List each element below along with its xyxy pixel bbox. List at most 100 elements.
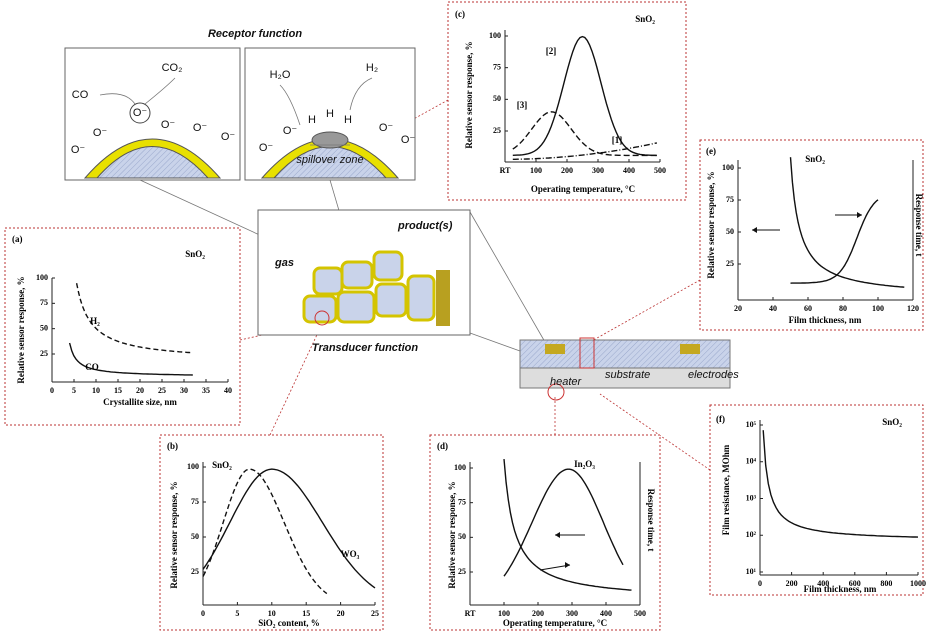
- transducer-title: Transducer function: [312, 342, 418, 354]
- product-label: product(s): [397, 220, 453, 232]
- x-tick-label: 100: [498, 609, 510, 618]
- receptor-label: O⁻: [221, 131, 236, 143]
- x-tick-label: 600: [849, 579, 861, 588]
- curve-label: [2]: [546, 46, 557, 56]
- y-tick-label: 25: [191, 567, 199, 576]
- receptor-label: CO₂: [162, 62, 183, 74]
- curve-label: WO₃: [341, 549, 360, 559]
- x-tick-label: 20: [734, 304, 742, 313]
- x-tick-label: 15: [114, 386, 122, 395]
- y2-axis-label: Response time, t: [646, 489, 656, 552]
- x-tick-label: 15: [302, 609, 310, 618]
- y-tick-label: 50: [458, 532, 466, 541]
- panel-tag: (a): [12, 234, 23, 244]
- x-tick-label: 400: [817, 579, 829, 588]
- y-tick-label: 25: [726, 259, 734, 268]
- x-axis-label: Film thickness, nm: [789, 315, 862, 325]
- receptor-label: O⁻: [93, 127, 108, 139]
- y-tick-label: 50: [191, 532, 199, 541]
- receptor-label: CO: [72, 89, 89, 101]
- x-tick-label: 35: [202, 386, 210, 395]
- x-tick-label: 300: [566, 609, 578, 618]
- receptor-label: O⁻: [283, 125, 298, 137]
- gas-label: gas: [274, 257, 294, 269]
- y-tick-label: 25: [458, 567, 466, 576]
- receptor-label: H₂O: [270, 69, 291, 81]
- y-tick-label: 100: [489, 31, 501, 40]
- x-tick-label: 0: [201, 609, 205, 618]
- x-tick-label: 200: [786, 579, 798, 588]
- x-tick-label: 60: [804, 304, 812, 313]
- panel-material: SnO₂: [635, 14, 655, 24]
- x-tick-label: 200: [532, 609, 544, 618]
- receptor-label: O⁻: [161, 119, 176, 131]
- y-tick-label: 10⁴: [746, 457, 757, 466]
- figure: Receptor function Transducer function pr…: [0, 0, 928, 631]
- panel-frame: [710, 405, 923, 595]
- receptor-label: H₂: [366, 62, 378, 74]
- y-tick-label: 10²: [746, 530, 757, 539]
- x-tick-label: RT: [465, 609, 476, 618]
- curve-label: SnO₂: [212, 460, 232, 470]
- receptor-label: O⁻: [133, 107, 148, 119]
- x-tick-label: 400: [600, 609, 612, 618]
- x-tick-label: 200: [561, 166, 573, 175]
- y-axis-label: Relative sensor response, %: [464, 41, 474, 148]
- panel-tag: (b): [167, 441, 178, 451]
- curve-label: [3]: [517, 100, 528, 110]
- x-tick-label: 20: [136, 386, 144, 395]
- y-tick-label: 75: [40, 298, 48, 307]
- x-tick-label: 100: [530, 166, 542, 175]
- spillover-label: spillover zone: [296, 154, 363, 166]
- x-tick-label: 100: [872, 304, 884, 313]
- curve-label: CO: [85, 362, 99, 372]
- y-tick-label: 75: [726, 195, 734, 204]
- receptor-label: H: [326, 108, 334, 120]
- y-tick-label: 50: [40, 323, 48, 332]
- x-tick-label: 120: [907, 304, 919, 313]
- panel-tag: (e): [706, 146, 716, 156]
- y-tick-label: 100: [187, 462, 199, 471]
- panel-material: SnO₂: [882, 417, 902, 427]
- y-tick-label: 10³: [746, 493, 757, 502]
- x-tick-label: 400: [623, 166, 635, 175]
- y-axis-label: Relative sensor response, %: [447, 481, 457, 588]
- x-tick-label: 5: [235, 609, 239, 618]
- x-axis-label: Crystallite size, nm: [103, 397, 177, 407]
- receptor-title: Receptor function: [208, 28, 302, 40]
- y-tick-label: 25: [493, 126, 501, 135]
- y-axis-label: Relative sensor response, %: [706, 171, 716, 278]
- x-tick-label: 30: [180, 386, 188, 395]
- y-tick-label: 100: [454, 463, 466, 472]
- x-tick-label: 0: [50, 386, 54, 395]
- x-tick-label: 20: [337, 609, 345, 618]
- receptor-left: [65, 48, 240, 180]
- x-axis-label: Film thickness, nm: [804, 584, 877, 594]
- panel-material: In₂O₃: [574, 459, 595, 469]
- x-tick-label: 40: [224, 386, 232, 395]
- x-tick-label: 300: [592, 166, 604, 175]
- x-tick-label: 10: [268, 609, 276, 618]
- receptor-label: O⁻: [193, 122, 208, 134]
- curve-label: [1]: [612, 135, 623, 145]
- x-axis-label: SiO₂ content, %: [258, 618, 319, 628]
- x-tick-label: 500: [634, 609, 646, 618]
- y-tick-label: 10⁵: [746, 420, 757, 429]
- x-tick-label: 40: [769, 304, 777, 313]
- y-tick-label: 75: [458, 497, 466, 506]
- x-tick-label: 1000: [910, 579, 926, 588]
- y-tick-label: 25: [40, 349, 48, 358]
- panel-tag: (d): [437, 441, 448, 451]
- x-tick-label: 25: [158, 386, 166, 395]
- x-tick-label: RT: [500, 166, 511, 175]
- receptor-label: H: [344, 114, 352, 126]
- receptor-label: O⁻: [259, 142, 274, 154]
- receptor-label: O⁻: [71, 144, 86, 156]
- x-tick-label: 5: [72, 386, 76, 395]
- receptor-label: O⁻: [379, 122, 394, 134]
- y-tick-label: 75: [191, 497, 199, 506]
- x-axis-label: Operating temperature, °C: [531, 184, 635, 194]
- y-tick-label: 100: [36, 273, 48, 282]
- heater-label: heater: [550, 376, 583, 388]
- x-axis-label: Operating temperature, °C: [503, 618, 607, 628]
